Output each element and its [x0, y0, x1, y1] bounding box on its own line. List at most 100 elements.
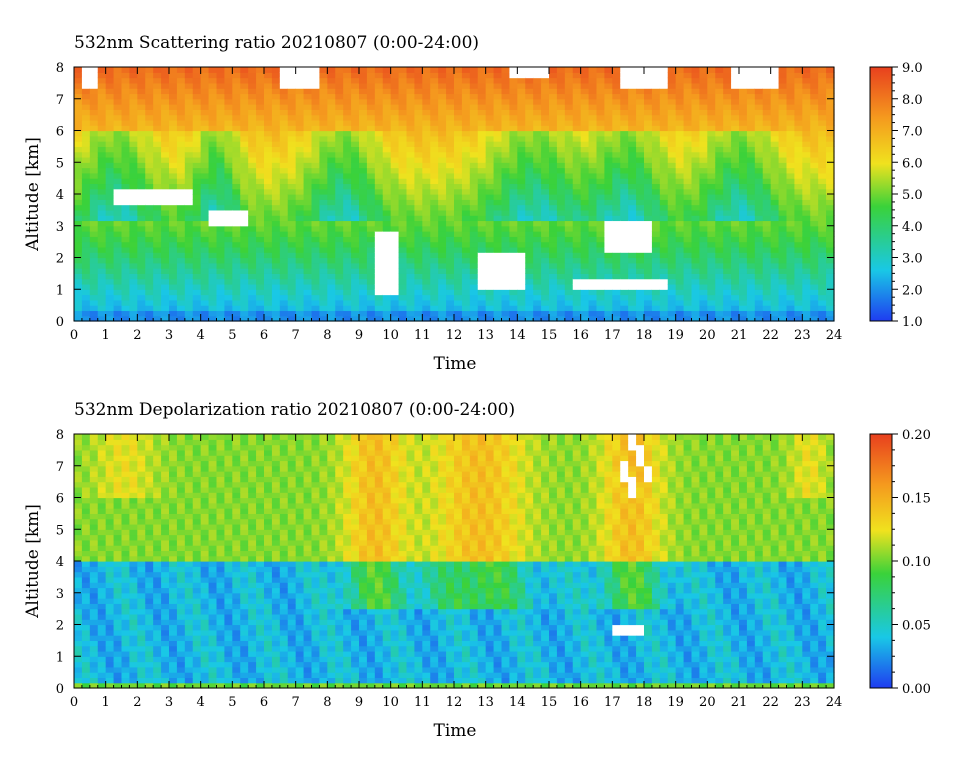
heatmap-cell [114, 252, 123, 258]
heatmap-cell [494, 104, 503, 110]
heatmap-cell [312, 236, 321, 242]
heatmap-cell [557, 205, 566, 211]
heatmap-cell [699, 189, 708, 195]
heatmap-cell [240, 83, 249, 89]
heatmap-cell [90, 561, 99, 567]
heatmap-cell [407, 72, 416, 78]
heatmap-cell [660, 242, 669, 248]
heatmap-cell [502, 226, 511, 232]
heatmap-cell [715, 215, 724, 221]
heatmap-cell [644, 83, 653, 89]
heatmap-cell [525, 136, 534, 142]
heatmap-cell [541, 247, 550, 253]
heatmap-cell [509, 247, 518, 253]
heatmap-cell [240, 93, 249, 99]
heatmap-cell [129, 173, 138, 179]
heatmap-cell [217, 310, 226, 316]
heatmap-cell [581, 131, 590, 137]
heatmap-cell [383, 141, 392, 147]
heatmap-cell [755, 220, 764, 226]
heatmap-cell [312, 310, 321, 316]
heatmap-cell [74, 72, 83, 78]
heatmap-cell [478, 178, 487, 184]
heatmap-cell [589, 273, 598, 279]
heatmap-cell [391, 88, 400, 94]
heatmap-cell [470, 247, 479, 253]
heatmap-cell [240, 146, 249, 152]
heatmap-cell [731, 258, 740, 264]
heatmap-cell [517, 252, 526, 258]
heatmap-cell [707, 189, 716, 195]
heatmap-cell [161, 236, 170, 242]
heatmap-cell [581, 252, 590, 258]
heatmap-cell [74, 434, 83, 440]
heatmap-cell [517, 173, 526, 179]
heatmap-cell [193, 284, 202, 290]
heatmap-cell [446, 305, 455, 311]
heatmap-cell [153, 131, 162, 137]
heatmap-cell [802, 199, 811, 205]
heatmap-cell [209, 168, 218, 174]
heatmap-cell [676, 157, 685, 163]
heatmap-cell [98, 157, 107, 163]
heatmap-cell [383, 67, 392, 73]
heatmap-cell [478, 295, 487, 301]
heatmap-cell [438, 199, 447, 205]
heatmap-cell [652, 242, 661, 248]
heatmap-cell [90, 236, 99, 242]
heatmap-cell [763, 279, 772, 285]
heatmap-cell [264, 273, 273, 279]
heatmap-cell [549, 210, 558, 216]
heatmap-cell [486, 78, 495, 84]
heatmap-cell [707, 78, 716, 84]
heatmap-cell [232, 305, 241, 311]
heatmap-cell [676, 210, 685, 216]
heatmap-cell [541, 231, 550, 237]
heatmap-cell [604, 157, 613, 163]
heatmap-cell [367, 247, 376, 253]
heatmap-cell [779, 88, 788, 94]
heatmap-cell [137, 258, 146, 264]
heatmap-cell [636, 173, 645, 179]
heatmap-cell [272, 109, 281, 115]
heatmap-cell [296, 279, 305, 285]
heatmap-cell [209, 199, 218, 205]
heatmap-cell [145, 194, 154, 200]
heatmap-cell [217, 231, 226, 237]
heatmap-cell [414, 162, 423, 168]
heatmap-cell [763, 284, 772, 290]
heatmap-cell [129, 199, 138, 205]
heatmap-cell [399, 199, 408, 205]
heatmap-cell [224, 183, 233, 189]
heatmap-cell [407, 252, 416, 258]
heatmap-cell [771, 72, 780, 78]
heatmap-cell [597, 146, 606, 152]
heatmap-cell [794, 67, 803, 73]
heatmap-cell [818, 226, 827, 232]
heatmap-cell [739, 295, 748, 301]
heatmap-cell [122, 247, 131, 253]
heatmap-cell [240, 210, 249, 216]
heatmap-cell [193, 115, 202, 121]
heatmap-cell [90, 247, 99, 253]
heatmap-cell [90, 587, 99, 593]
heatmap-cell [581, 231, 590, 237]
heatmap-cell [217, 162, 226, 168]
heatmap-cell [177, 178, 186, 184]
heatmap-cell [731, 141, 740, 147]
heatmap-cell [264, 215, 273, 221]
heatmap-cell [90, 572, 99, 578]
heatmap-cell [367, 157, 376, 163]
heatmap-cell [129, 136, 138, 142]
heatmap-cell [462, 162, 471, 168]
heatmap-cell [597, 236, 606, 242]
heatmap-cell [98, 662, 107, 668]
heatmap-cell [636, 109, 645, 115]
heatmap-cell [810, 220, 819, 226]
heatmap-cell [414, 194, 423, 200]
heatmap-cell [106, 263, 115, 269]
heatmap-cell [612, 205, 621, 211]
heatmap-cell [296, 109, 305, 115]
heatmap-cell [169, 141, 178, 147]
heatmap-cell [335, 72, 344, 78]
